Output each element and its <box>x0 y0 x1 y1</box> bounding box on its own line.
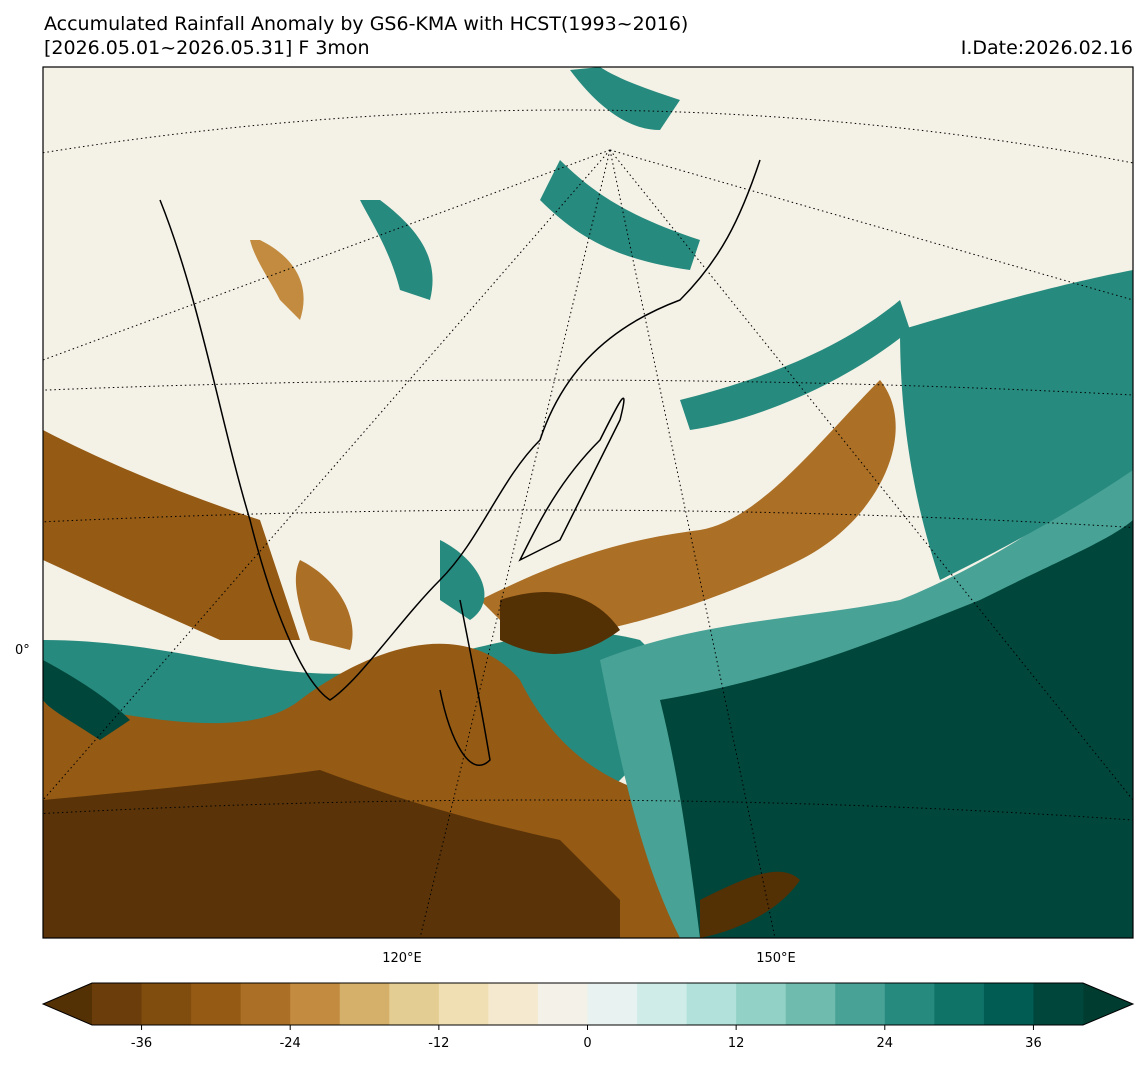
colorbar-swatch <box>1033 983 1084 1025</box>
extend-high <box>1083 983 1133 1025</box>
extend-low <box>43 983 92 1025</box>
colorbar-tick-label: -24 <box>280 1036 301 1051</box>
colorbar-tick-label: 12 <box>728 1036 745 1051</box>
colorbar-swatch <box>339 983 390 1025</box>
colorbar-swatch <box>389 983 440 1025</box>
colorbar-swatch <box>934 983 985 1025</box>
colorbar-swatch <box>537 983 588 1025</box>
colorbar-tick-label: 24 <box>877 1036 894 1051</box>
colorbar-swatch <box>835 983 886 1025</box>
colorbar-swatch <box>686 983 737 1025</box>
colorbar-tick-label: -12 <box>428 1036 449 1051</box>
colorbar-outline <box>41 982 1135 1026</box>
colorbar-swatch <box>92 983 143 1025</box>
title: Accumulated Rainfall Anomaly by GS6-KMA … <box>44 13 688 35</box>
colorbar-swatch <box>438 983 489 1025</box>
colorbar-swatch <box>290 983 341 1025</box>
colorbar-swatch <box>587 983 638 1025</box>
subtitle: [2026.05.01~2026.05.31] F 3mon <box>44 37 370 59</box>
lat-label: 0° <box>15 643 30 658</box>
colorbar-tick-label: 36 <box>1025 1036 1042 1051</box>
colorbar-swatch <box>191 983 242 1025</box>
colorbar-swatch <box>983 983 1034 1025</box>
lon-label: 120°E <box>382 951 422 966</box>
colorbar-swatch <box>240 983 291 1025</box>
lon-label: 150°E <box>756 951 796 966</box>
colorbar-swatch <box>141 983 192 1025</box>
map-field <box>43 67 1133 938</box>
colorbar-tick-label: -36 <box>131 1036 152 1051</box>
map-frame <box>42 66 1134 939</box>
colorbar-swatch <box>884 983 935 1025</box>
colorbar-swatch <box>488 983 539 1025</box>
colorbar-swatch <box>785 983 836 1025</box>
colorbar-tick-label: 0 <box>583 1036 591 1051</box>
colorbar-swatch <box>637 983 688 1025</box>
init-date: I.Date:2026.02.16 <box>961 37 1133 59</box>
colorbar-swatch <box>736 983 787 1025</box>
